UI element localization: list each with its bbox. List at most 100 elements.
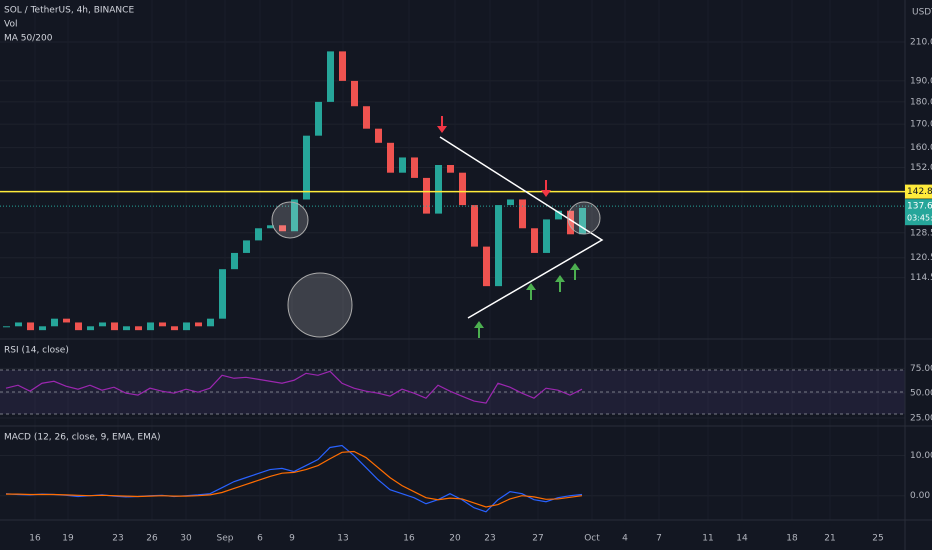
level-badge — [905, 184, 932, 199]
x-tick-label: 30 — [180, 534, 192, 544]
x-tick-label: 16 — [29, 534, 41, 544]
candle — [135, 326, 142, 331]
candle — [207, 318, 214, 327]
candle — [303, 135, 310, 200]
y-tick-label: 210.00 — [910, 38, 932, 48]
y-tick-label: 50.00 — [910, 389, 932, 399]
ma-label: MA 50/200 — [4, 34, 53, 44]
candle — [87, 326, 94, 331]
candle — [51, 318, 58, 327]
candle — [99, 322, 106, 327]
y-tick-label: 180.00 — [910, 97, 932, 107]
x-tick-label: 18 — [786, 534, 798, 544]
candle — [123, 326, 130, 331]
candle — [15, 322, 22, 327]
last-badge — [905, 199, 932, 226]
currency: USDT — [912, 8, 932, 18]
candle — [195, 322, 202, 327]
candle — [483, 246, 490, 287]
candle — [63, 318, 70, 323]
candle — [255, 228, 262, 241]
candle — [471, 205, 478, 247]
x-tick-label: 25 — [872, 534, 883, 544]
x-tick-label: 13 — [337, 534, 348, 544]
candle — [375, 128, 382, 143]
candle — [555, 210, 562, 220]
candle — [315, 101, 322, 136]
vol-label: Vol — [4, 20, 17, 30]
circle — [287, 272, 353, 338]
candle — [495, 205, 502, 287]
candle — [39, 326, 46, 331]
x-tick-label: 23 — [112, 534, 123, 544]
x-tick-label: 7 — [656, 534, 662, 544]
candle — [423, 177, 430, 214]
y-tick-label: 0.00 — [910, 491, 930, 501]
x-tick-label: 4 — [622, 534, 628, 544]
x-tick-label: 16 — [403, 534, 415, 544]
x-tick-label: Sep — [217, 534, 234, 544]
candle — [75, 322, 82, 331]
candle — [435, 165, 442, 214]
candle — [279, 225, 286, 232]
candle — [579, 207, 586, 235]
triangle — [439, 136, 604, 319]
last-label: 137.61 — [907, 202, 932, 212]
candle — [351, 80, 358, 107]
candle — [243, 240, 250, 253]
candle — [231, 252, 238, 270]
x-tick-label: 9 — [289, 534, 295, 544]
signal-line — [6, 450, 583, 508]
candle — [111, 322, 118, 331]
y-tick-label: 170.00 — [910, 120, 932, 130]
candle — [159, 322, 166, 327]
candle — [519, 199, 526, 229]
candle — [327, 51, 334, 102]
candle — [219, 269, 226, 319]
arrow-down — [437, 116, 447, 133]
arrow-up — [474, 321, 484, 338]
x-tick-label: Oct — [584, 534, 600, 544]
candle — [267, 225, 274, 229]
y-tick-label: 75.00 — [910, 364, 932, 374]
y-tick-label: 25.00 — [910, 413, 932, 423]
x-tick-label: 11 — [702, 534, 713, 544]
symbol: SOL / TetherUS, 4h, BINANCE — [4, 6, 134, 16]
x-tick-label: 27 — [532, 534, 543, 544]
y-tick-label: 128.50 — [910, 228, 932, 238]
candle — [363, 106, 370, 129]
rsi-line — [5, 370, 583, 404]
level-label: 142.87 — [907, 187, 932, 197]
arrow-down — [541, 180, 551, 197]
grid — [0, 41, 905, 497]
candle — [567, 210, 574, 235]
candle — [399, 157, 406, 173]
candle — [147, 322, 154, 331]
y-tick-label: 152.00 — [910, 163, 932, 173]
x-tick-label: 26 — [146, 534, 158, 544]
circle — [567, 201, 601, 235]
arrow-up — [570, 263, 580, 280]
annotations — [271, 116, 604, 338]
candle — [459, 172, 466, 206]
x-tick-label: 23 — [484, 534, 495, 544]
y-tick-label: 114.50 — [910, 273, 932, 283]
x-tick-label: 20 — [449, 534, 461, 544]
x-tick-label: 6 — [257, 534, 263, 544]
y-tick-label: 120.50 — [910, 253, 932, 263]
candle — [543, 219, 550, 253]
x-tick-label: 21 — [824, 534, 835, 544]
y-tick-label: 160.00 — [910, 143, 932, 153]
y-tick-label: 10.00 — [910, 451, 932, 461]
candle — [531, 228, 538, 253]
arrow-up — [555, 275, 565, 292]
macd-title: MACD (12, 26, close, 9, EMA, EMA) — [4, 433, 161, 443]
candle — [507, 199, 514, 206]
x-tick-label: 19 — [62, 534, 74, 544]
candle — [411, 157, 418, 178]
candle — [183, 322, 190, 331]
arrow-up — [526, 283, 536, 300]
candle — [339, 51, 346, 81]
